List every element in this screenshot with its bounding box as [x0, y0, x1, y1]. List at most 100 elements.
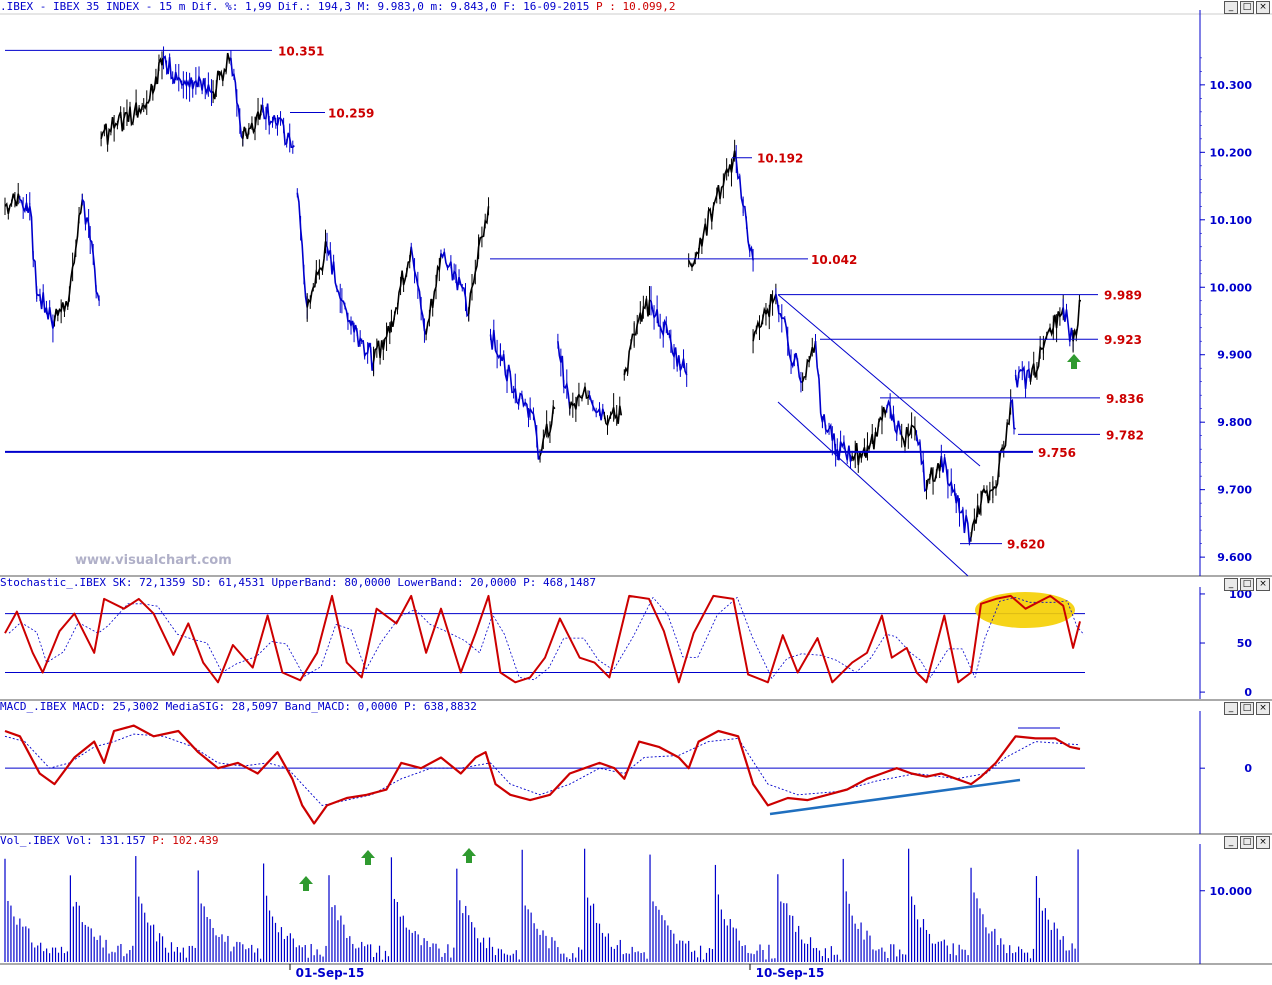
price-line-segment: [326, 246, 343, 302]
stoch-tick-label: 0: [1244, 686, 1252, 699]
green-up-arrow: [462, 848, 476, 863]
price-line-segment: [489, 329, 502, 360]
price-line-segment: [1029, 345, 1044, 382]
price-tick-label: 10.200: [1210, 146, 1253, 159]
green-up-arrow: [361, 850, 375, 865]
vol-window-buttons: _ □ ×: [1224, 836, 1270, 849]
vol-tick-label: 10.000: [1210, 885, 1253, 898]
stoch-tick-label: 50: [1237, 637, 1253, 650]
price-line-segment: [230, 57, 244, 140]
price-line-segment: [455, 273, 470, 318]
minimize-button[interactable]: _: [1224, 702, 1238, 715]
price-line-segment: [1010, 398, 1016, 430]
price-line-segment: [1072, 299, 1081, 342]
watermark: www.visualchart.com: [75, 553, 232, 568]
price-line-segment: [623, 333, 635, 376]
price-window-buttons: _ □ ×: [1224, 1, 1270, 14]
price-line-segment: [851, 442, 870, 466]
macd-window-buttons: _ □ ×: [1224, 702, 1270, 715]
price-line-segment: [390, 246, 412, 328]
macd-signal-line: [4, 733, 1081, 806]
price-line-segment: [296, 192, 308, 308]
price-line-segment: [162, 55, 184, 86]
price-line-segment: [634, 298, 652, 336]
price-line-segment: [743, 205, 754, 261]
macd-line: [4, 724, 1081, 825]
price-line-segment: [123, 102, 145, 127]
price-line-segment: [477, 206, 490, 247]
price-line-segment: [886, 399, 903, 436]
price-line-segment: [980, 487, 994, 504]
level-label: 9.836: [1106, 392, 1144, 406]
price-line-segment: [19, 198, 31, 214]
maximize-button[interactable]: □: [1240, 702, 1254, 715]
price-line-segment: [727, 150, 737, 173]
price-line-segment: [539, 405, 556, 457]
level-label: 9.782: [1106, 428, 1144, 442]
price-line-segment: [765, 293, 777, 318]
level-label: 10.259: [328, 107, 374, 121]
macd-header-text: MACD_.IBEX MACD: 25,3002 MediaSIG: 28,50…: [0, 700, 477, 713]
maximize-button[interactable]: □: [1240, 1, 1254, 14]
minimize-button[interactable]: _: [1224, 836, 1238, 849]
price-line-segment: [735, 159, 744, 207]
vol-panel-header: Vol_.IBEX Vol: 131.157 P: 102.439: [0, 834, 219, 848]
price-tick-label: 10.000: [1210, 281, 1253, 294]
price-line-segment: [940, 455, 957, 504]
price-line-segment: [992, 446, 1005, 491]
price-line-segment: [89, 239, 100, 301]
price-line-segment: [361, 339, 375, 371]
price-line-segment: [925, 455, 943, 490]
price-line-segment: [801, 341, 817, 382]
stoch-highlight-ellipse: [975, 592, 1075, 628]
close-button[interactable]: ×: [1256, 578, 1270, 591]
price-tick-label: 10.100: [1210, 214, 1253, 227]
price-header-text: .IBEX - IBEX 35 INDEX - 15 m Dif. %: 1,9…: [0, 0, 590, 13]
level-label: 10.042: [811, 253, 857, 267]
price-line-segment: [868, 406, 888, 450]
stoch-window-buttons: _ □ ×: [1224, 578, 1270, 591]
minimize-button[interactable]: _: [1224, 578, 1238, 591]
close-button[interactable]: ×: [1256, 702, 1270, 715]
minimize-button[interactable]: _: [1224, 1, 1238, 14]
price-tick-label: 9.600: [1217, 551, 1252, 564]
price-line-segment: [4, 193, 21, 215]
price-line-segment: [242, 104, 264, 140]
price-line-segment: [143, 57, 165, 110]
price-line-segment: [670, 341, 688, 376]
macd-tick-label: 0: [1244, 762, 1252, 775]
maximize-button[interactable]: □: [1240, 836, 1254, 849]
price-line-segment: [970, 503, 982, 538]
level-label: 9.989: [1104, 289, 1142, 303]
price-line-segment: [1003, 401, 1012, 450]
vol-header-text: Vol_.IBEX Vol: 131.157: [0, 834, 146, 847]
macd-panel-header: MACD_.IBEX MACD: 25,3002 MediaSIG: 28,50…: [0, 700, 477, 714]
level-label: 9.620: [1007, 538, 1045, 552]
stoch-sd-line: [8, 597, 1085, 681]
price-line-segment: [440, 251, 457, 281]
price-line-segment: [1042, 325, 1055, 349]
price-line-segment: [821, 414, 839, 456]
close-button[interactable]: ×: [1256, 1, 1270, 14]
price-tick-label: 9.900: [1217, 349, 1252, 362]
price-line-segment: [1052, 307, 1064, 329]
price-line-segment: [410, 246, 427, 335]
close-button[interactable]: ×: [1256, 836, 1270, 849]
price-line-segment: [341, 299, 363, 347]
price-line-segment: [372, 320, 393, 362]
stoch-tick-label: 100: [1229, 588, 1252, 601]
price-line-segment: [467, 246, 480, 315]
price-line-segment: [752, 306, 767, 342]
price-line-segment: [1062, 307, 1074, 342]
price-line-segment: [569, 386, 591, 410]
price-line-segment: [900, 424, 918, 448]
price-tick-label: 9.700: [1217, 484, 1252, 497]
stoch-sk-line: [4, 594, 1081, 684]
maximize-button[interactable]: □: [1240, 578, 1254, 591]
price-tick-label: 10.300: [1210, 79, 1253, 92]
level-label: 10.192: [757, 152, 803, 166]
price-line-segment: [955, 495, 972, 543]
price-line-segment: [29, 206, 38, 295]
price-line-segment: [261, 103, 279, 126]
